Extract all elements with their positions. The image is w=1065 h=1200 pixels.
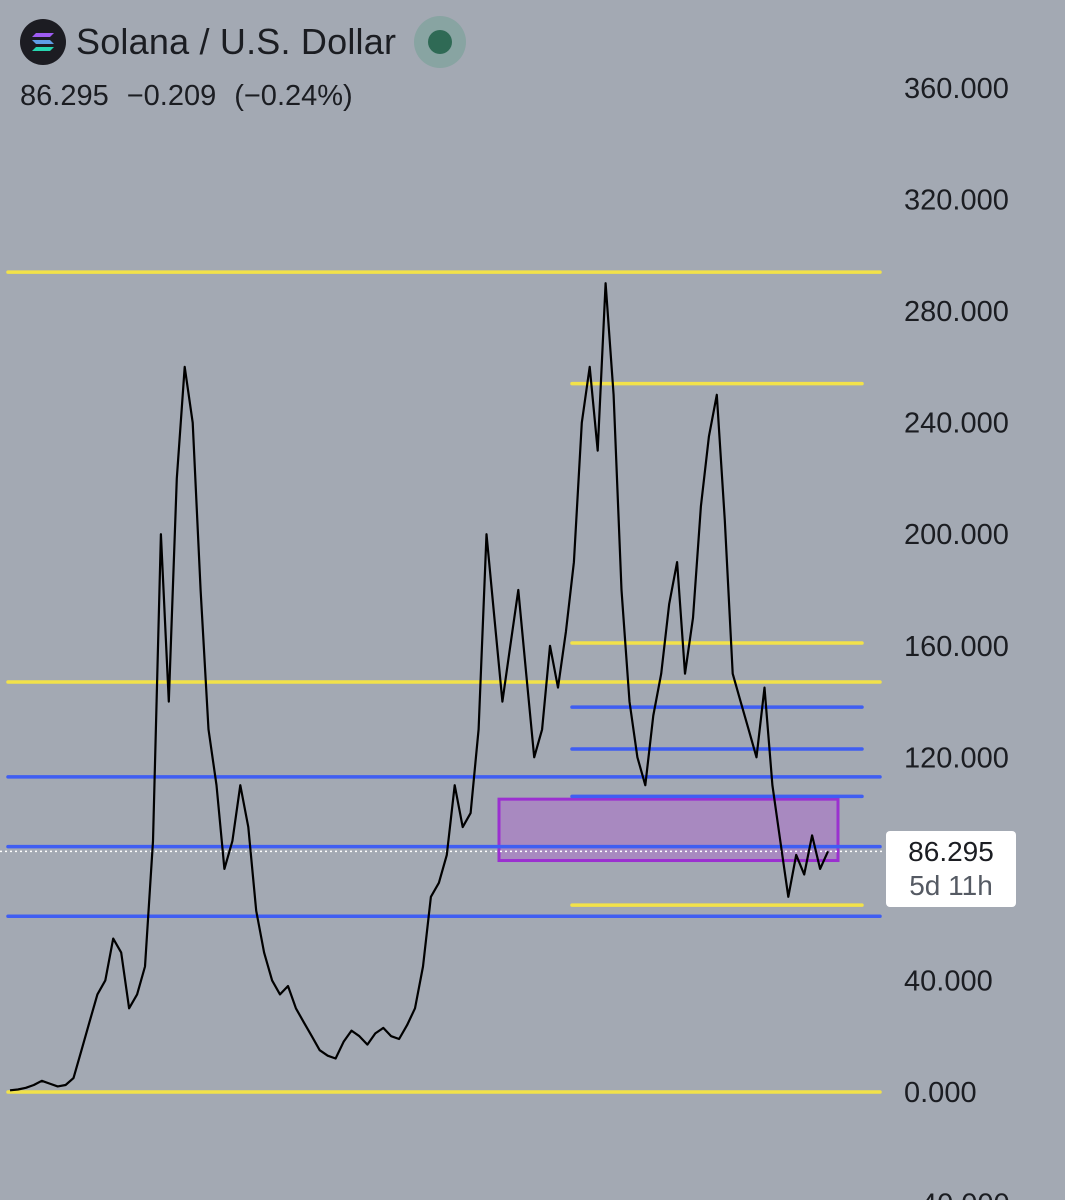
y-tick-label: −40.000 [904, 1189, 1010, 1200]
price-change-percent: (−0.24%) [234, 80, 353, 112]
price-change: −0.209 [126, 80, 217, 112]
price-tag-value: 86.295 [908, 836, 994, 867]
market-status-icon [414, 16, 467, 68]
current-price-tag: 86.295 5d 11h [886, 831, 1016, 907]
symbol-title: Solana / U.S. Dollar [76, 21, 397, 62]
y-tick-label: 40.000 [904, 965, 993, 997]
y-tick-label: 120.000 [904, 742, 1009, 774]
last-price: 86.295 [20, 80, 109, 112]
bar-countdown: 5d 11h [909, 870, 993, 901]
y-tick-label: 160.000 [904, 631, 1009, 663]
y-tick-label: 0.000 [904, 1077, 977, 1109]
y-tick-label: 320.000 [904, 185, 1009, 217]
price-series-line [9, 282, 830, 1092]
support-zone [497, 797, 840, 863]
y-tick-label: 280.000 [904, 296, 1009, 328]
chart-header: Solana / U.S. Dollar 86.295 −0.209 (−0.2… [20, 16, 467, 113]
y-tick-label: 200.000 [904, 519, 1009, 551]
solana-logo-icon [20, 19, 66, 65]
y-tick-label: 240.000 [904, 408, 1009, 440]
y-tick-label: 360.000 [904, 73, 1009, 105]
